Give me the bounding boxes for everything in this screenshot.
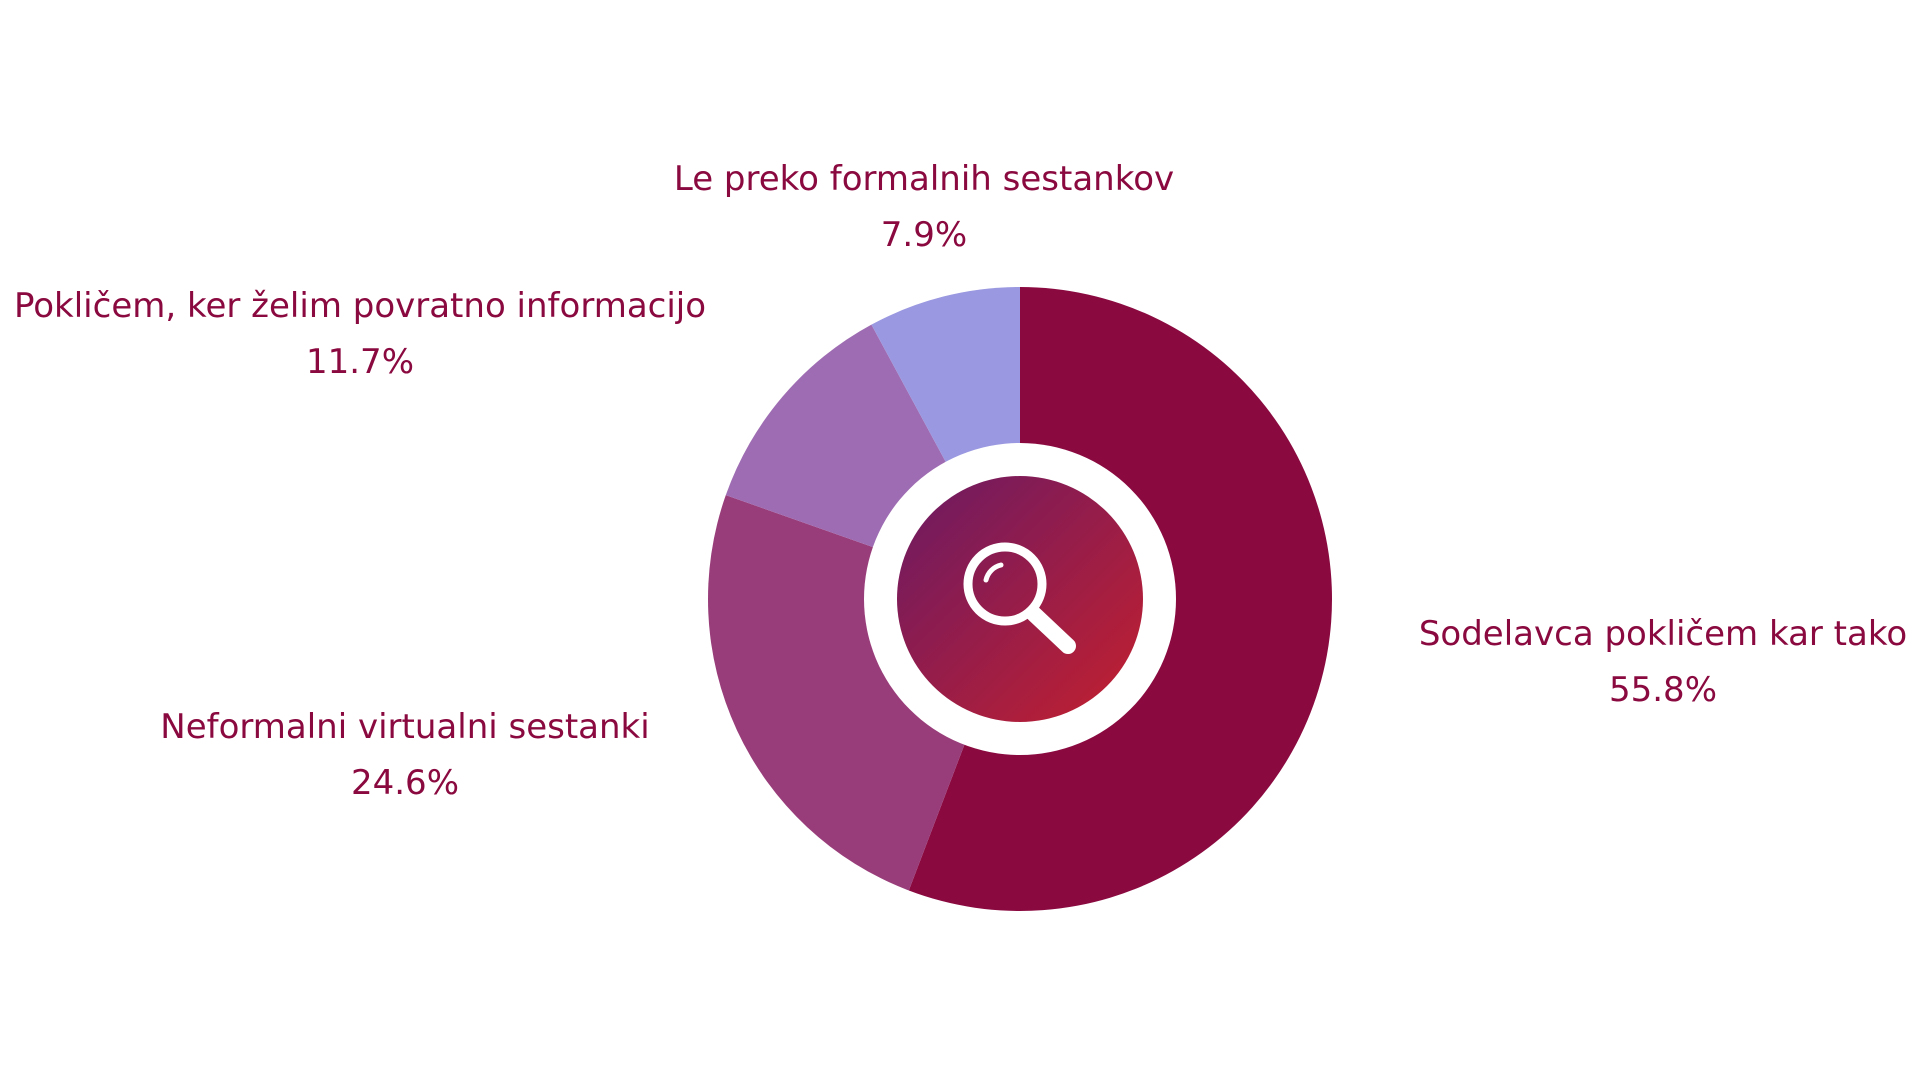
slice-labels: Sodelavca pokličem kar tako 55.8% Neformal… bbox=[14, 159, 1907, 803]
slice-value-formalni-sestanki: 7.9% bbox=[881, 215, 967, 255]
center-badge bbox=[897, 476, 1143, 722]
slice-label-povratno-informacijo: Pokličem, ker želim povratno informacijo bbox=[14, 286, 706, 326]
slice-value-neformalni-virtualni: 24.6% bbox=[351, 763, 459, 803]
search-icon bbox=[963, 542, 1076, 654]
slice-label-formalni-sestanki: Le preko formalnih sestankov bbox=[674, 159, 1174, 199]
slice-label-neformalni-virtualni: Neformalni virtualni sestanki bbox=[160, 707, 649, 747]
slice-label-kar-tako: Sodelavca pokličem kar tako bbox=[1419, 614, 1907, 654]
slice-value-kar-tako: 55.8% bbox=[1609, 670, 1717, 710]
slice-value-povratno-informacijo: 11.7% bbox=[306, 342, 414, 382]
